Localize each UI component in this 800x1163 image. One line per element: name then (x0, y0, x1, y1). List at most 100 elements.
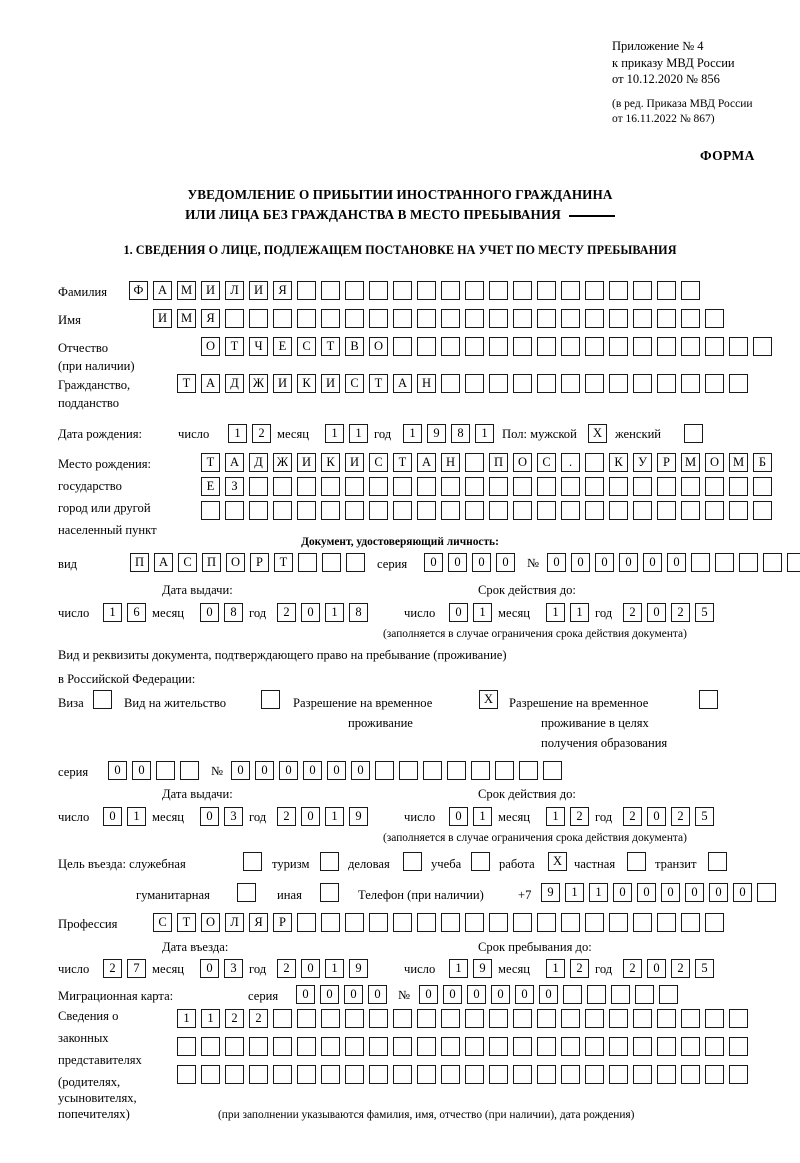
birthplace-row-2-cell[interactable]: Е (201, 477, 220, 496)
legal-rep-row-2-cell[interactable] (441, 1037, 460, 1056)
patronymic-boxes-cell[interactable] (609, 337, 628, 356)
doc-valid-month-cell[interactable]: 1 (546, 603, 565, 622)
birthplace-row-2-cell[interactable]: З (225, 477, 244, 496)
birthplace-row-1-cell[interactable]: Т (393, 453, 412, 472)
birthplace-row-2-cell[interactable] (609, 477, 628, 496)
permit-series-boxes-cell[interactable] (180, 761, 199, 780)
legal-rep-row-1-cell[interactable] (345, 1009, 364, 1028)
legal-rep-row-1-cell[interactable]: 1 (177, 1009, 196, 1028)
surname-boxes-cell[interactable] (441, 281, 460, 300)
profession-boxes-cell[interactable] (393, 913, 412, 932)
permit-number-boxes-cell[interactable] (375, 761, 394, 780)
legal-rep-row-3-cell[interactable] (537, 1065, 556, 1084)
patronymic-boxes-cell[interactable] (753, 337, 772, 356)
firstname-boxes-cell[interactable]: И (153, 309, 172, 328)
citizenship-boxes-cell[interactable]: К (297, 374, 316, 393)
legal-rep-row-3-cell[interactable] (177, 1065, 196, 1084)
legal-rep-row-3-cell[interactable] (417, 1065, 436, 1084)
temp-residence-checkbox[interactable]: X (479, 690, 498, 709)
birthplace-row-1-cell[interactable]: Т (201, 453, 220, 472)
legal-rep-row-1-cell[interactable]: 1 (201, 1009, 220, 1028)
purpose-private-checkbox-cell[interactable] (627, 852, 646, 871)
phone-boxes-cell[interactable] (757, 883, 776, 902)
birthplace-row-1-cell[interactable]: С (537, 453, 556, 472)
doc-valid-year-cell[interactable]: 0 (647, 603, 666, 622)
migration-series-boxes-cell[interactable]: 0 (320, 985, 339, 1004)
migration-number-boxes-cell[interactable] (659, 985, 678, 1004)
surname-boxes-cell[interactable] (633, 281, 652, 300)
legal-rep-row-3-cell[interactable] (201, 1065, 220, 1084)
firstname-boxes-cell[interactable] (345, 309, 364, 328)
residence-permit-checkbox[interactable] (261, 690, 280, 709)
firstname-boxes-cell[interactable] (705, 309, 724, 328)
purpose-tourism-checkbox-cell[interactable] (320, 852, 339, 871)
sex-female-checkbox[interactable] (684, 424, 703, 443)
patronymic-boxes-cell[interactable]: О (369, 337, 388, 356)
doc-number-boxes-cell[interactable]: 0 (667, 553, 686, 572)
legal-rep-row-2-cell[interactable] (249, 1037, 268, 1056)
surname-boxes-cell[interactable]: Ф (129, 281, 148, 300)
legal-rep-row-3-cell[interactable] (297, 1065, 316, 1084)
permit-number-boxes-cell[interactable] (423, 761, 442, 780)
legal-rep-row-2-cell[interactable] (201, 1037, 220, 1056)
entry-year-cell[interactable]: 9 (349, 959, 368, 978)
legal-rep-row-2-cell[interactable] (585, 1037, 604, 1056)
profession-boxes-cell[interactable]: Т (177, 913, 196, 932)
legal-rep-row-1-cell[interactable] (609, 1009, 628, 1028)
legal-rep-row-3-cell[interactable] (345, 1065, 364, 1084)
patronymic-boxes-cell[interactable]: Е (273, 337, 292, 356)
firstname-boxes-cell[interactable]: Я (201, 309, 220, 328)
doc-issue-year-cell[interactable]: 8 (349, 603, 368, 622)
permit-series-boxes-cell[interactable]: 0 (132, 761, 151, 780)
sex-male-checkbox[interactable]: X (588, 424, 607, 443)
surname-boxes-cell[interactable] (609, 281, 628, 300)
stay-year-cell[interactable]: 5 (695, 959, 714, 978)
birthplace-row-1-cell[interactable]: А (417, 453, 436, 472)
migration-number-boxes-cell[interactable]: 0 (443, 985, 462, 1004)
birthplace-row-3-cell[interactable] (633, 501, 652, 520)
legal-rep-row-3-cell[interactable] (393, 1065, 412, 1084)
surname-boxes-cell[interactable] (561, 281, 580, 300)
birthplace-row-3-cell[interactable] (201, 501, 220, 520)
birthplace-row-2-cell[interactable] (585, 477, 604, 496)
doc-number-boxes-cell[interactable] (715, 553, 734, 572)
firstname-boxes-cell[interactable] (393, 309, 412, 328)
doc-issue-day-cell[interactable]: 1 (103, 603, 122, 622)
birthplace-row-1-cell[interactable]: Р (657, 453, 676, 472)
stay-year-cell[interactable]: 0 (647, 959, 666, 978)
permit-series-boxes-cell[interactable] (156, 761, 175, 780)
doc-kind-boxes-cell[interactable]: П (202, 553, 221, 572)
birthplace-row-3-cell[interactable] (297, 501, 316, 520)
patronymic-boxes-cell[interactable] (417, 337, 436, 356)
patronymic-boxes-cell[interactable]: Т (321, 337, 340, 356)
legal-rep-row-2-cell[interactable] (417, 1037, 436, 1056)
phone-boxes-cell[interactable]: 1 (589, 883, 608, 902)
firstname-boxes-cell[interactable] (633, 309, 652, 328)
birthplace-row-1-cell[interactable] (585, 453, 604, 472)
patronymic-boxes-cell[interactable] (513, 337, 532, 356)
birthplace-row-3-cell[interactable] (657, 501, 676, 520)
birthplace-row-3-cell[interactable] (417, 501, 436, 520)
stay-day-cell[interactable]: 1 (449, 959, 468, 978)
birthplace-row-1-cell[interactable]: О (705, 453, 724, 472)
birthplace-row-1-cell[interactable]: . (561, 453, 580, 472)
birthplace-row-3-cell[interactable] (681, 501, 700, 520)
doc-kind-boxes-cell[interactable]: С (178, 553, 197, 572)
profession-boxes-cell[interactable] (537, 913, 556, 932)
birthplace-row-3-cell[interactable] (441, 501, 460, 520)
surname-boxes-cell[interactable]: И (201, 281, 220, 300)
legal-rep-row-1-cell[interactable]: 2 (225, 1009, 244, 1028)
migration-number-boxes-cell[interactable] (611, 985, 630, 1004)
surname-boxes-cell[interactable]: Л (225, 281, 244, 300)
legal-rep-row-2-cell[interactable] (297, 1037, 316, 1056)
birthplace-row-2-cell[interactable] (633, 477, 652, 496)
profession-boxes-cell[interactable] (345, 913, 364, 932)
profession-boxes-cell[interactable]: Р (273, 913, 292, 932)
